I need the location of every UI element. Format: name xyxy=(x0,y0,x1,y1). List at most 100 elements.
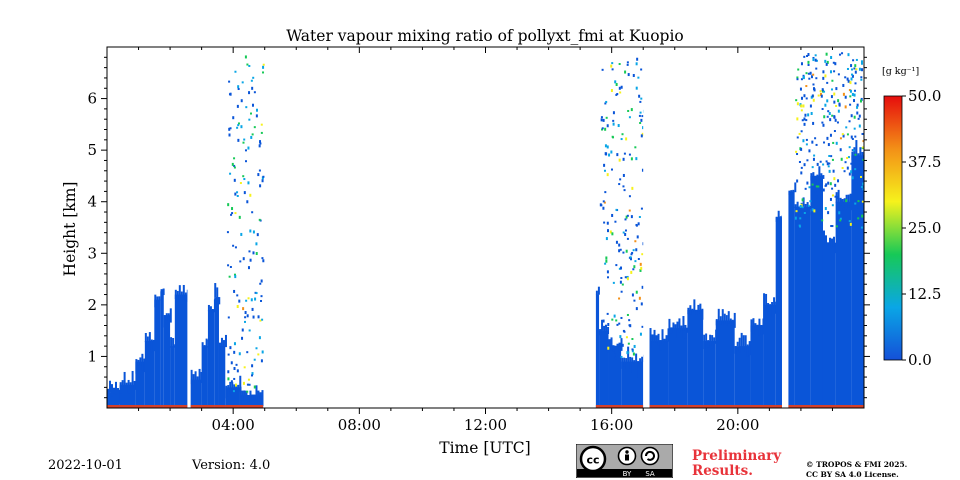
speckle-pixel xyxy=(846,133,849,136)
data-gap xyxy=(187,47,191,408)
speckle-pixel xyxy=(619,91,622,94)
speckle-pixel xyxy=(798,132,801,135)
profile-edge xyxy=(655,335,658,343)
speckle-pixel xyxy=(248,118,251,121)
speckle-pixel xyxy=(834,183,837,187)
profile-column xyxy=(135,361,145,408)
profile-edge xyxy=(137,359,140,366)
speckle-pixel xyxy=(605,237,608,241)
speckle-pixel xyxy=(627,73,630,77)
profile-edge xyxy=(131,370,134,387)
speckle-pixel xyxy=(605,152,608,156)
profile-edge xyxy=(820,173,823,188)
speckle-pixel xyxy=(251,103,254,107)
speckle-pixel xyxy=(641,132,644,136)
profile-edge xyxy=(243,390,246,401)
profile-edge xyxy=(635,353,638,363)
speckle-pixel xyxy=(842,83,845,87)
speckle-pixel xyxy=(236,126,239,129)
speckle-pixel xyxy=(819,188,822,191)
colorbar-unit-label: [g kg⁻¹] xyxy=(882,66,919,77)
speckle-pixel xyxy=(641,285,644,289)
speckle-pixel xyxy=(829,197,832,201)
speckle-pixel xyxy=(242,257,245,261)
speckle-pixel xyxy=(241,328,244,332)
speckle-pixel xyxy=(860,175,863,178)
speckle-pixel xyxy=(612,119,615,122)
speckle-pixel xyxy=(248,91,251,95)
speckle-pixel xyxy=(831,88,834,91)
surface-layer xyxy=(595,405,600,408)
copyright-line-2: CC BY SA 4.0 License. xyxy=(806,470,899,479)
speckle-pixel xyxy=(861,203,864,207)
profile-edge xyxy=(670,327,673,334)
profile-edge xyxy=(775,216,778,222)
speckle-pixel xyxy=(261,179,264,183)
speckle-pixel xyxy=(638,114,641,117)
speckle-pixel xyxy=(832,141,835,144)
speckle-pixel xyxy=(799,217,802,220)
speckle-pixel xyxy=(638,215,641,218)
speckle-pixel xyxy=(254,291,257,294)
speckle-pixel xyxy=(862,158,864,161)
speckle-pixel xyxy=(640,207,643,210)
speckle-pixel xyxy=(826,99,829,103)
speckle-pixel xyxy=(241,81,244,84)
speckle-pixel xyxy=(800,62,803,66)
profile-edge xyxy=(216,287,219,299)
x-tick-label: 04:00 xyxy=(212,416,255,434)
profile-edge xyxy=(687,307,690,315)
speckle-pixel xyxy=(799,204,802,208)
profile-edge xyxy=(163,315,166,328)
profile-edge xyxy=(693,299,696,312)
y-axis-ticks: 1 2 3 4 5 6 xyxy=(87,56,870,399)
speckle-pixel xyxy=(860,226,863,229)
profile-edge xyxy=(641,356,644,363)
profile-edge xyxy=(707,340,710,348)
speckle-pixel xyxy=(630,253,633,256)
speckle-pixel xyxy=(856,200,859,204)
copyright-notice: © TROPOS & FMI 2025. CC BY SA 4.0 Licens… xyxy=(806,460,907,480)
profile-column xyxy=(851,155,864,408)
profile-edge xyxy=(649,328,652,342)
profile-edge xyxy=(139,357,142,366)
speckle-pixel xyxy=(606,221,609,225)
speckle-pixel xyxy=(861,68,864,72)
speckle-pixel xyxy=(625,137,628,141)
speckle-pixel xyxy=(796,117,799,121)
colorbar-tick-label: 0.0 xyxy=(908,351,932,369)
profile-edge xyxy=(830,238,833,249)
speckle-pixel xyxy=(238,352,241,356)
speckle-pixel xyxy=(626,313,629,316)
profile-edge xyxy=(678,318,681,333)
speckle-pixel xyxy=(258,169,261,172)
speckle-pixel xyxy=(812,58,815,62)
speckle-pixel xyxy=(620,355,623,358)
speckle-pixel xyxy=(615,82,618,86)
profile-edge xyxy=(107,388,109,401)
profile-edge xyxy=(201,342,204,347)
profile-edge xyxy=(192,374,195,382)
speckle-pixel xyxy=(249,229,252,233)
profile-edge xyxy=(614,345,617,360)
data-gap xyxy=(643,47,650,408)
speckle-pixel xyxy=(847,79,850,83)
speckle-pixel xyxy=(262,63,265,66)
speckle-pixel xyxy=(798,224,801,227)
speckle-pixel xyxy=(860,62,863,65)
speckle-pixel xyxy=(622,231,625,234)
speckle-pixel xyxy=(800,109,803,112)
profile-edge xyxy=(676,321,679,330)
cc-license-badge[interactable]: cc BY SA xyxy=(576,444,673,478)
profile-column xyxy=(715,320,735,408)
x-tick-label: 12:00 xyxy=(464,416,507,434)
profile-edge xyxy=(742,335,745,349)
speckle-pixel xyxy=(825,160,828,163)
speckle-pixel xyxy=(810,75,813,79)
surface-layer xyxy=(599,405,609,408)
profile-edge xyxy=(629,356,632,369)
speckle-pixel xyxy=(625,336,628,339)
profile-edge xyxy=(814,175,817,180)
speckle-pixel xyxy=(861,214,864,218)
speckle-pixel xyxy=(623,152,626,155)
